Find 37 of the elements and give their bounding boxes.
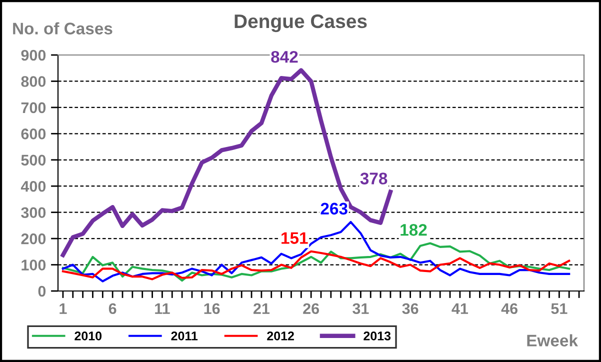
annotation: 378 [360, 172, 388, 184]
line-series [60, 68, 393, 258]
line-series [62, 242, 570, 282]
x-tick-label: 26 [303, 303, 320, 314]
y-tick-label: 800 [21, 76, 46, 87]
y-tick-label: 300 [21, 207, 46, 218]
legend-label: 2013 [364, 332, 391, 340]
x-tick-label: 1 [60, 303, 67, 314]
annotation: 182 [400, 224, 427, 236]
line-series [62, 220, 570, 282]
chart-title: Dengue Cases [234, 14, 367, 32]
line-series [62, 250, 570, 280]
legend-label: 2011 [171, 332, 198, 340]
y-axis-title: No. of Cases [13, 22, 112, 34]
legend-label: 2012 [267, 332, 294, 340]
y-tick-label: 400 [20, 180, 46, 192]
x-tick-label: 11 [155, 303, 170, 314]
x-tick-label: 41 [452, 303, 468, 314]
y-tick-label: 500 [21, 154, 46, 166]
annotation: 263 [320, 202, 348, 215]
y-tick-label: 600 [21, 128, 46, 140]
x-tick-label: 36 [402, 303, 418, 314]
y-tick-label: 900 [21, 50, 46, 61]
y-tick-label: 0 [38, 286, 46, 297]
y-tick-label: 200 [21, 233, 46, 244]
y-tick-label: 700 [21, 102, 46, 114]
x-tick-label: 6 [108, 303, 116, 314]
y-tick-label: 100 [22, 260, 46, 270]
x-tick-label: 21 [253, 303, 270, 314]
annotation: 151 [282, 232, 308, 244]
annotation: 842 [271, 50, 298, 63]
x-tick-label: 46 [501, 303, 518, 314]
legend-label: 2010 [74, 332, 102, 340]
x-tick-label: 16 [204, 303, 220, 314]
x-tick-label: 31 [352, 303, 369, 314]
x-tick-label: 51 [551, 303, 568, 314]
x-axis-title: Eweek [527, 334, 578, 346]
